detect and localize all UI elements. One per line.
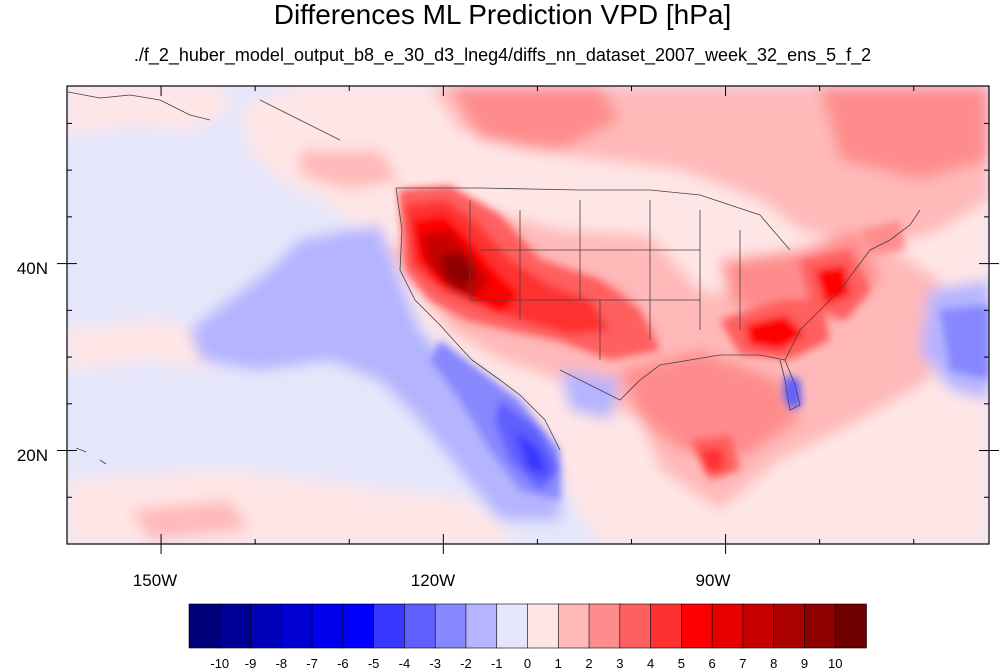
colorbar-swatch — [465, 603, 498, 649]
colorbar-swatch — [588, 603, 621, 649]
colorbar-label: 5 — [678, 656, 685, 671]
colorbar-label: 0 — [524, 656, 531, 671]
lat-label-40n: 40N — [17, 259, 48, 278]
colorbar-swatch — [342, 603, 375, 649]
colorbar-swatch — [188, 603, 221, 649]
colorbar-label: -1 — [491, 656, 503, 671]
colorbar-swatch — [527, 603, 560, 649]
coastline-outlines — [67, 91, 921, 465]
lon-label-90w: 90W — [696, 571, 731, 590]
vpd-field — [67, 86, 989, 544]
colorbar-swatch — [681, 603, 713, 649]
colorbar-swatch — [711, 603, 744, 649]
colorbar-label: 1 — [555, 656, 562, 671]
colorbar-swatch — [804, 603, 837, 649]
colorbar-label: 8 — [770, 656, 777, 671]
colorbar-label: -10 — [210, 656, 229, 671]
lat-label-20n: 20N — [17, 446, 48, 465]
colorbar-label: -3 — [429, 656, 441, 671]
plot-subtitle: ./f_2_huber_model_output_b8_e_30_d3_lneg… — [133, 45, 872, 65]
colorbar: -10 -9 -8 -7 -6 -5 -4 -3 -2 -1 0 1 2 3 4 5 6 7 8 9 10 — [188, 603, 867, 671]
colorbar-label: -2 — [460, 656, 472, 671]
colorbar-swatch — [834, 603, 867, 649]
colorbar-label: -6 — [337, 656, 349, 671]
colorbar-label: -9 — [245, 656, 257, 671]
colorbar-label: 3 — [616, 656, 623, 671]
colorbar-swatch — [311, 603, 344, 649]
colorbar-label: -8 — [276, 656, 288, 671]
lon-label-120w: 120W — [411, 571, 455, 590]
colorbar-swatch — [650, 603, 683, 649]
colorbar-swatch — [742, 603, 775, 649]
colorbar-label: 6 — [709, 656, 716, 671]
colorbar-swatch — [373, 603, 406, 649]
colorbar-swatch — [219, 603, 252, 649]
colorbar-label: -5 — [368, 656, 380, 671]
colorbar-label: 10 — [828, 656, 842, 671]
map-frame — [66, 85, 990, 545]
colorbar-label: 7 — [739, 656, 746, 671]
colorbar-label: 9 — [801, 656, 808, 671]
colorbar-swatch — [619, 603, 652, 649]
lon-label-150w: 150W — [133, 571, 177, 590]
colorbar-label: 4 — [647, 656, 654, 671]
colorbar-swatch — [434, 603, 467, 649]
colorbar-label: -7 — [306, 656, 318, 671]
colorbar-swatch — [773, 603, 806, 649]
plot-title: Differences ML Prediction VPD [hPa] — [273, 0, 732, 30]
colorbar-swatch — [496, 603, 529, 649]
colorbar-swatch — [250, 603, 283, 649]
colorbar-swatch — [557, 603, 590, 649]
colorbar-label: -4 — [399, 656, 411, 671]
colorbar-label: 2 — [585, 656, 592, 671]
colorbar-swatch — [281, 603, 313, 649]
axis-ticks — [57, 86, 999, 554]
colorbar-swatch — [404, 603, 436, 649]
